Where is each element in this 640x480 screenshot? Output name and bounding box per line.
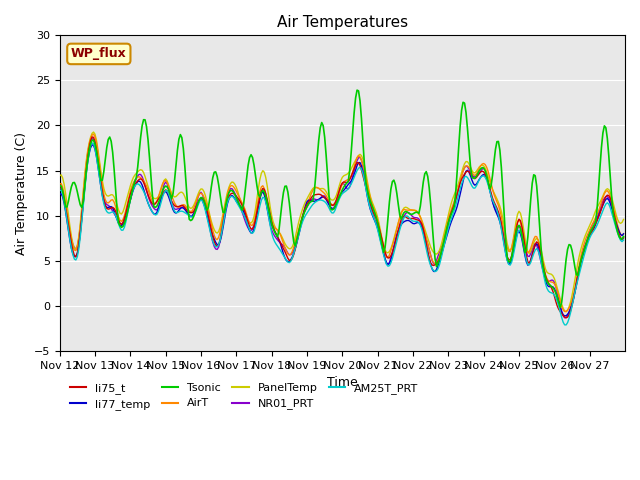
li77_temp (348, 178, 355, 184)
Tsonic (353, 87, 361, 93)
li77_temp (620, 231, 627, 237)
AirT (94, 149, 102, 155)
AirT (460, 168, 467, 174)
li75_t (75, 242, 83, 248)
Tsonic (460, 99, 467, 105)
li75_t (460, 174, 467, 180)
Tsonic (75, 196, 83, 202)
AirT (56, 181, 63, 187)
PanelTemp (56, 173, 63, 179)
li75_t (543, 277, 551, 283)
AM25T_PRT (94, 164, 102, 170)
NR01_PRT (75, 236, 83, 242)
li77_temp (543, 282, 551, 288)
Line: Tsonic: Tsonic (60, 90, 623, 308)
li75_t (620, 235, 627, 240)
li77_temp (460, 178, 467, 183)
X-axis label: Time: Time (327, 376, 358, 389)
PanelTemp (75, 234, 83, 240)
NR01_PRT (543, 278, 551, 284)
Y-axis label: Air Temperature (C): Air Temperature (C) (15, 132, 28, 254)
PanelTemp (618, 219, 626, 225)
li77_temp (56, 192, 63, 197)
NR01_PRT (94, 154, 102, 160)
NR01_PRT (56, 186, 63, 192)
li75_t (56, 184, 63, 190)
AirT (620, 231, 627, 237)
li77_temp (618, 233, 626, 239)
NR01_PRT (561, 315, 568, 321)
PanelTemp (620, 216, 627, 222)
PanelTemp (543, 269, 551, 275)
AM25T_PRT (88, 140, 96, 146)
li77_temp (88, 142, 96, 148)
PanelTemp (563, 309, 570, 314)
PanelTemp (94, 146, 102, 152)
li75_t (348, 174, 355, 180)
Tsonic (620, 234, 627, 240)
PanelTemp (348, 166, 355, 172)
AM25T_PRT (620, 237, 627, 243)
Line: li77_temp: li77_temp (60, 145, 623, 316)
AirT (348, 173, 355, 179)
li75_t (94, 157, 102, 163)
NR01_PRT (620, 235, 627, 241)
li75_t (618, 236, 626, 242)
AirT (561, 309, 568, 314)
Tsonic (93, 148, 100, 154)
Tsonic (556, 305, 564, 311)
li77_temp (75, 242, 83, 248)
li75_t (563, 315, 570, 321)
li75_t (88, 134, 96, 140)
Line: AM25T_PRT: AM25T_PRT (60, 143, 623, 325)
AirT (543, 276, 551, 282)
li77_temp (94, 163, 102, 169)
NR01_PRT (348, 180, 355, 185)
Tsonic (618, 236, 626, 242)
Line: AirT: AirT (60, 134, 623, 312)
AM25T_PRT (56, 188, 63, 193)
AirT (618, 232, 626, 238)
AM25T_PRT (563, 322, 570, 328)
PanelTemp (460, 165, 467, 170)
Tsonic (543, 279, 551, 285)
li77_temp (561, 313, 568, 319)
Line: li75_t: li75_t (60, 137, 623, 318)
Tsonic (56, 183, 63, 189)
AM25T_PRT (348, 181, 355, 187)
Line: NR01_PRT: NR01_PRT (60, 139, 623, 318)
Tsonic (346, 168, 353, 174)
PanelTemp (90, 129, 97, 135)
NR01_PRT (460, 168, 467, 173)
AirT (75, 236, 83, 242)
NR01_PRT (618, 237, 626, 243)
NR01_PRT (88, 136, 96, 142)
AirT (90, 131, 97, 137)
Legend: li75_t, li77_temp, Tsonic, AirT, PanelTemp, NR01_PRT, AM25T_PRT: li75_t, li77_temp, Tsonic, AirT, PanelTe… (65, 378, 423, 415)
AM25T_PRT (75, 246, 83, 252)
Text: WP_flux: WP_flux (71, 48, 127, 60)
AM25T_PRT (460, 177, 467, 183)
AM25T_PRT (618, 239, 626, 244)
AM25T_PRT (543, 286, 551, 291)
Line: PanelTemp: PanelTemp (60, 132, 623, 312)
Title: Air Temperatures: Air Temperatures (276, 15, 408, 30)
